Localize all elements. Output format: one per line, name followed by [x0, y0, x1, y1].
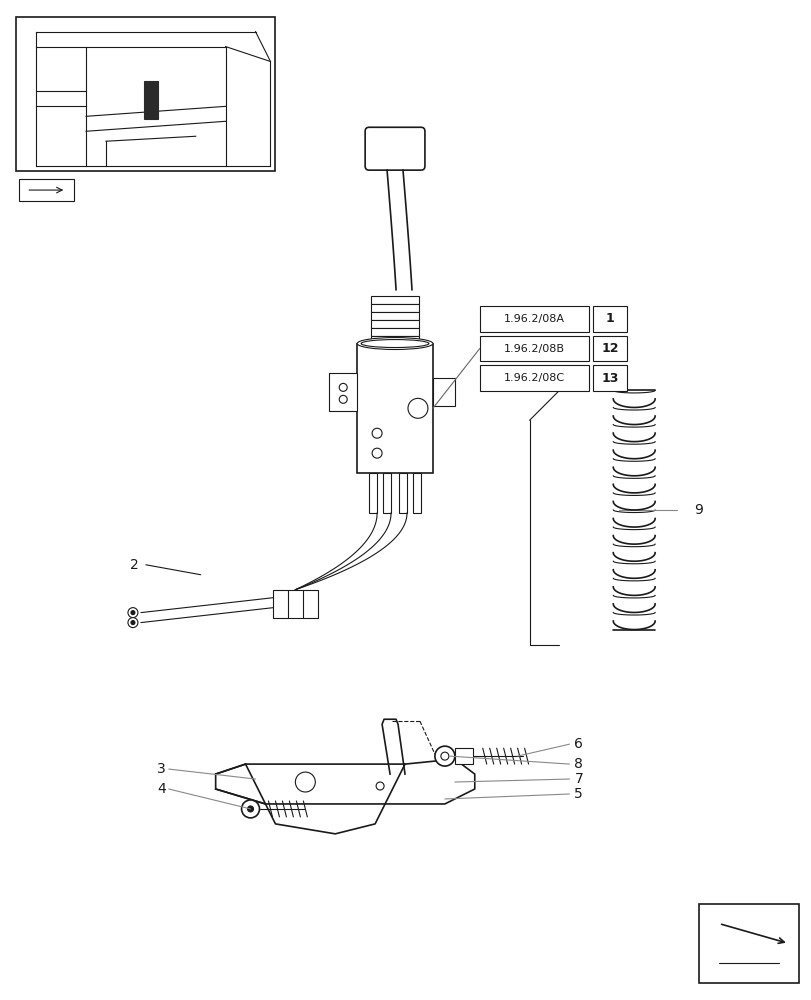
Ellipse shape — [357, 338, 432, 350]
Bar — [371, 320, 418, 328]
Text: 1.96.2/08A: 1.96.2/08A — [504, 314, 564, 324]
Text: 6: 6 — [573, 737, 582, 751]
Text: 13: 13 — [601, 372, 618, 385]
Text: 1: 1 — [605, 312, 614, 325]
Circle shape — [371, 428, 382, 438]
Bar — [398, 473, 406, 513]
Text: 9: 9 — [693, 503, 702, 517]
Bar — [383, 473, 391, 513]
Circle shape — [375, 782, 384, 790]
Bar — [454, 748, 472, 764]
Bar — [369, 473, 376, 513]
Bar — [593, 365, 626, 391]
Circle shape — [339, 383, 347, 391]
Bar — [144, 81, 157, 119]
Circle shape — [371, 448, 382, 458]
Bar — [371, 312, 418, 320]
Text: 12: 12 — [601, 342, 618, 355]
Circle shape — [407, 398, 427, 418]
Circle shape — [128, 608, 138, 618]
Circle shape — [247, 806, 253, 812]
Bar — [479, 336, 589, 361]
Circle shape — [339, 395, 347, 403]
Text: 4: 4 — [157, 782, 165, 796]
Bar — [371, 328, 418, 336]
Bar — [479, 365, 589, 391]
Text: 1.96.2/08C: 1.96.2/08C — [504, 373, 564, 383]
Text: 1.96.2/08B: 1.96.2/08B — [504, 344, 564, 354]
Text: 3: 3 — [157, 762, 165, 776]
Bar — [371, 336, 418, 344]
Bar — [593, 336, 626, 361]
FancyBboxPatch shape — [365, 127, 424, 170]
Bar — [357, 344, 432, 473]
Bar — [328, 373, 357, 411]
Bar — [371, 304, 418, 312]
Ellipse shape — [361, 340, 428, 348]
Text: 2: 2 — [130, 558, 139, 572]
Bar — [273, 590, 318, 618]
Circle shape — [131, 621, 135, 625]
Bar — [413, 473, 420, 513]
Circle shape — [440, 752, 448, 760]
Bar — [479, 306, 589, 332]
Text: 8: 8 — [573, 757, 582, 771]
Bar — [16, 17, 275, 171]
Circle shape — [435, 746, 454, 766]
Bar — [432, 378, 454, 406]
Text: 5: 5 — [573, 787, 582, 801]
Bar — [698, 904, 798, 983]
Bar — [593, 306, 626, 332]
Circle shape — [295, 772, 315, 792]
Bar — [371, 296, 418, 304]
Circle shape — [128, 618, 138, 628]
Text: 7: 7 — [573, 772, 582, 786]
Circle shape — [241, 800, 260, 818]
Bar — [19, 179, 74, 201]
Circle shape — [131, 611, 135, 615]
